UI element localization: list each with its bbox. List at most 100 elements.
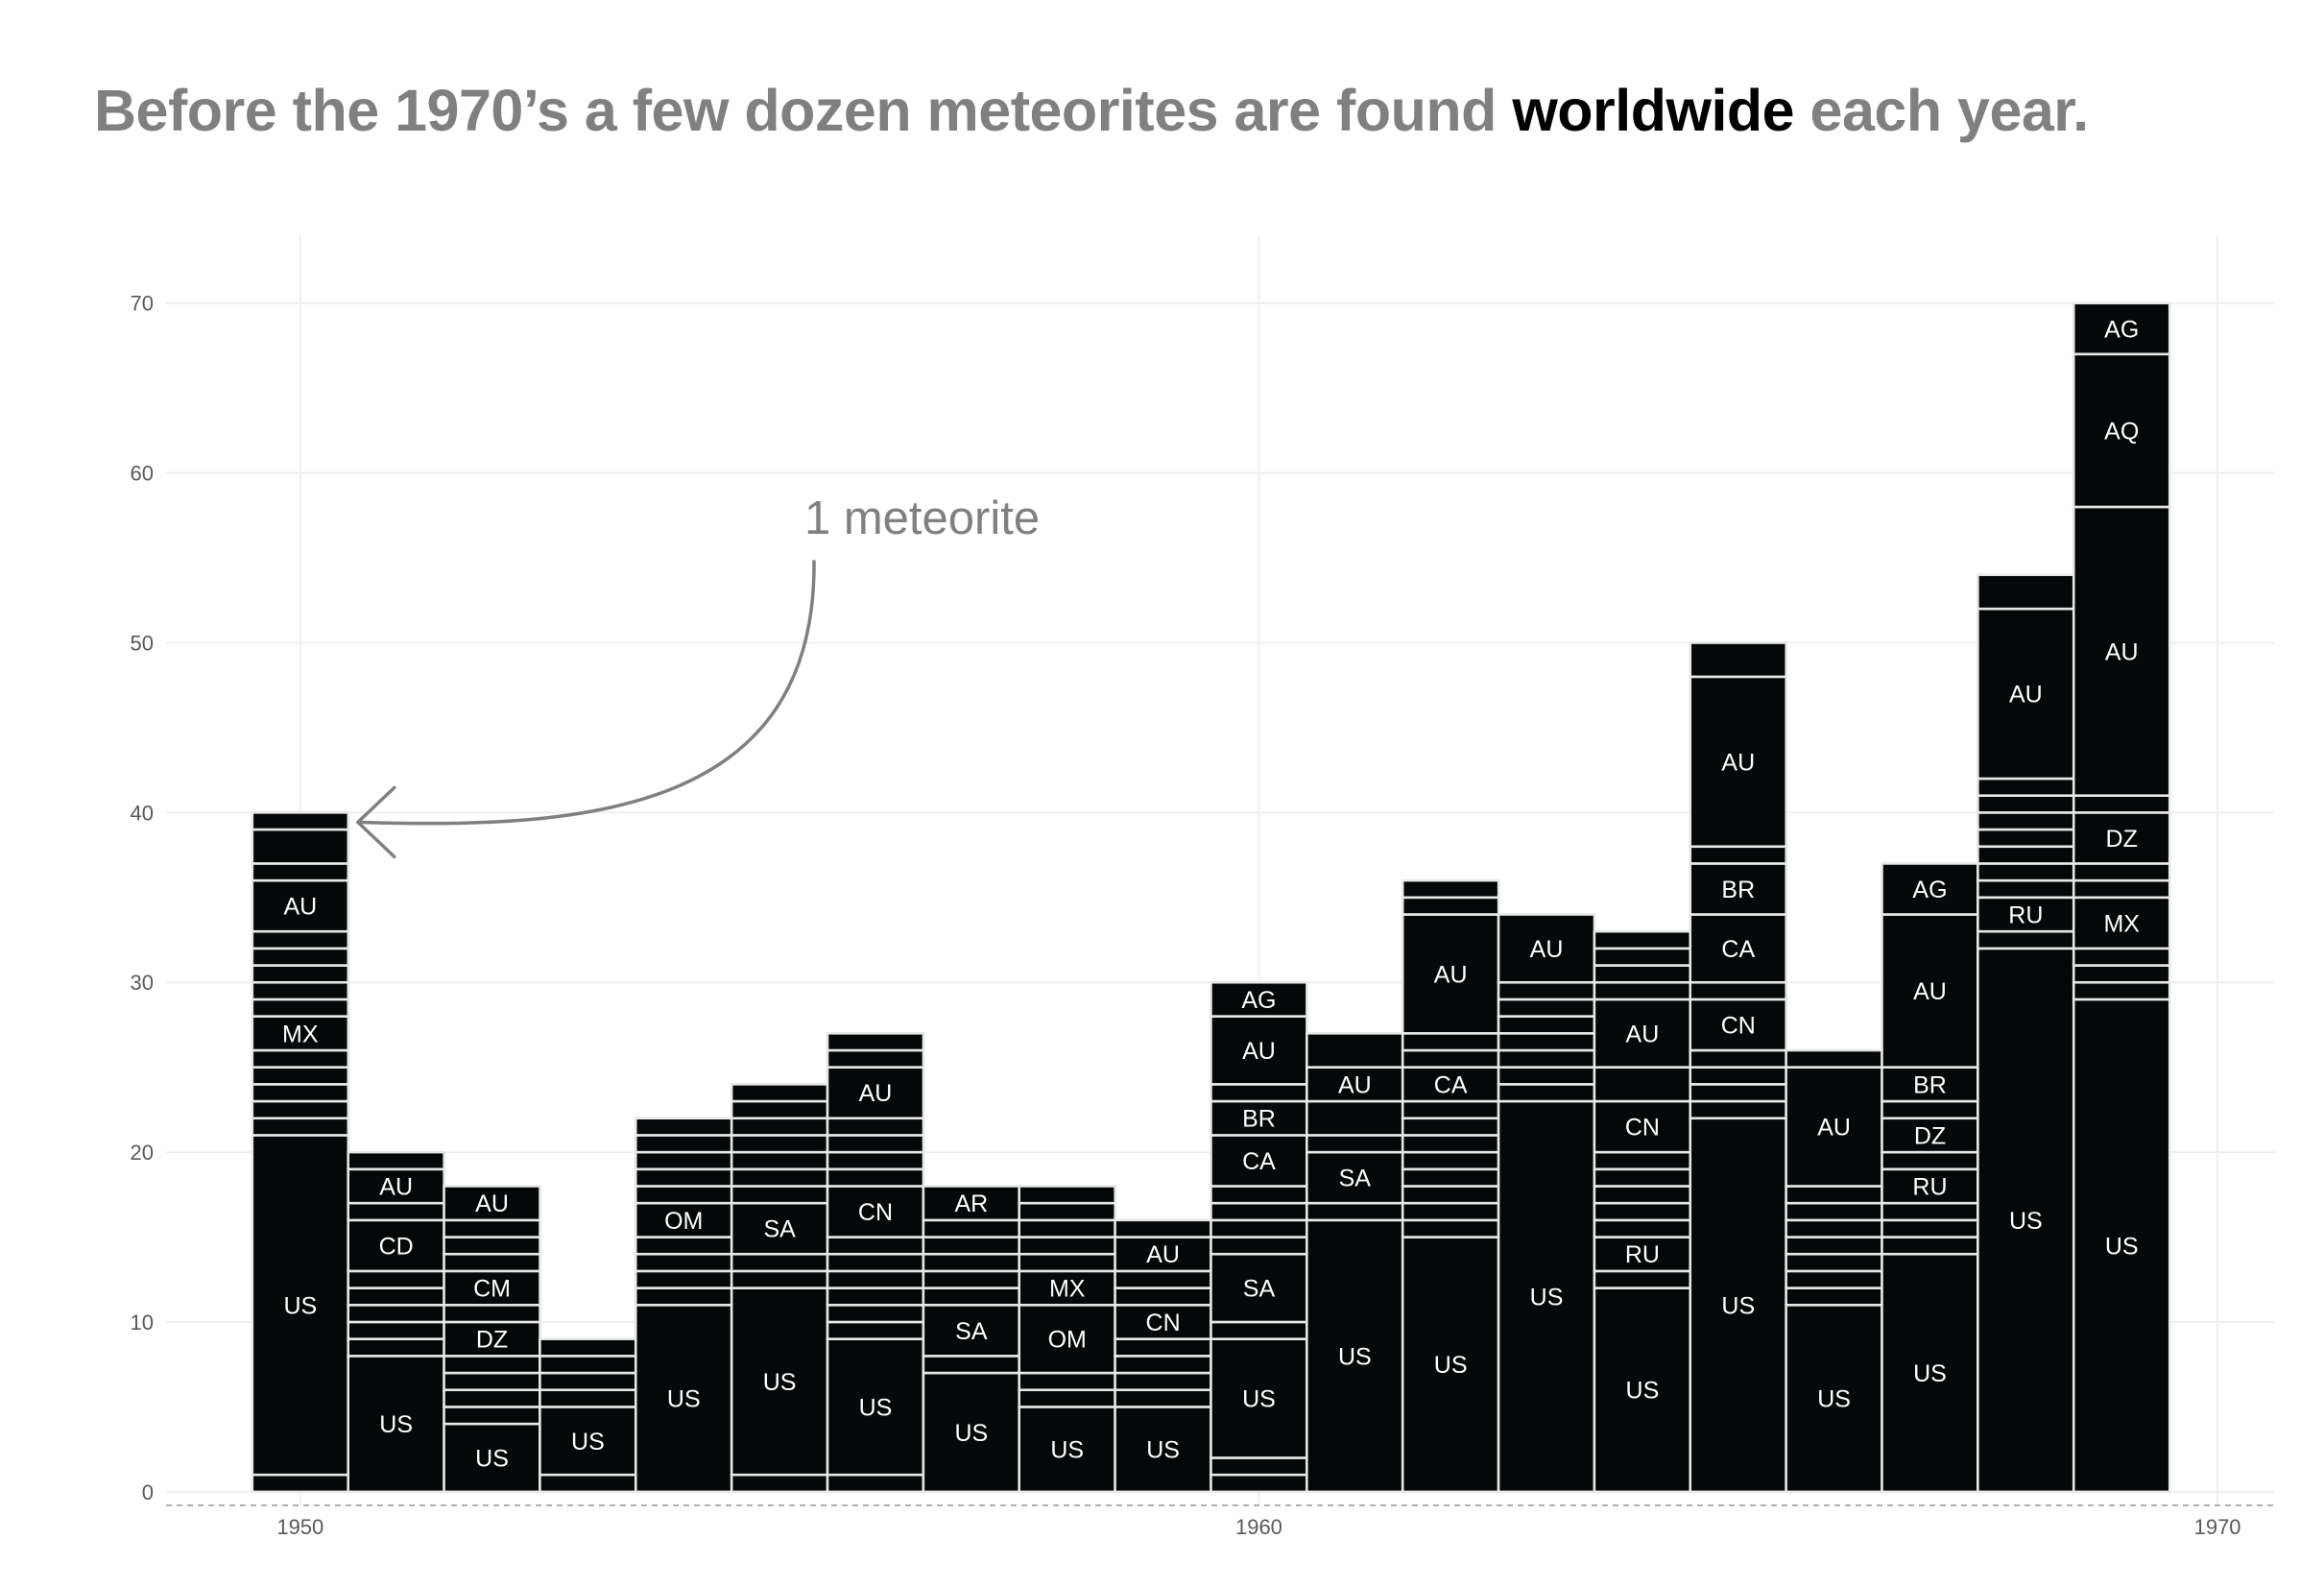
bar-segment	[1977, 947, 2075, 1494]
bar-segment	[1306, 1150, 1404, 1205]
bar-segment	[826, 1150, 925, 1171]
bar-segment	[347, 1269, 445, 1289]
bar-segment	[1306, 1201, 1404, 1222]
bar-segment	[730, 1286, 829, 1477]
segment-label: SA	[763, 1216, 796, 1243]
bar-segment	[826, 1048, 925, 1069]
segment-label: AU	[1434, 961, 1468, 988]
segment-label: US	[667, 1386, 701, 1413]
segment-label: BR	[1721, 877, 1755, 903]
segment-label: AU	[1817, 1115, 1851, 1142]
bar-segment	[1689, 1099, 1788, 1120]
bar-segment	[539, 1473, 637, 1494]
bar-segment	[443, 1236, 541, 1256]
segment-label: DZ	[1914, 1122, 1946, 1149]
bars: US MX AU US CD AU US DZ CM AU US US OM US SA US CN AU US SA…	[251, 301, 2171, 1494]
bar-segment	[539, 1337, 637, 1358]
bar-1950: US MX AU	[251, 811, 350, 1494]
bar-segment	[1977, 845, 2075, 865]
bar-segment	[826, 1167, 925, 1188]
bar-segment	[1210, 1320, 1308, 1340]
bar-segment	[1306, 1134, 1404, 1154]
bar-segment	[1497, 1048, 1596, 1069]
bar-1967: US RU DZ BR AU AG	[1881, 862, 1979, 1494]
annotation-label: 1 meteorite	[804, 493, 1040, 544]
bar-segment	[730, 1099, 829, 1120]
bar-segment	[1401, 896, 1500, 916]
bar-segment	[1114, 1286, 1212, 1307]
chart-title-emphasis: worldwide	[1512, 78, 1795, 143]
bar-segment	[634, 1201, 733, 1238]
bar-segment	[826, 1117, 925, 1137]
bar-segment	[443, 1320, 541, 1358]
bar-segment	[2072, 980, 2171, 1001]
bar-segment	[634, 1185, 733, 1205]
bar-segment	[730, 1167, 829, 1188]
bar-segment	[1401, 1048, 1500, 1069]
segment-label: CN	[1721, 1012, 1756, 1039]
bar-segment	[634, 1252, 733, 1273]
bar-segment	[634, 1286, 733, 1307]
bar-segment	[251, 947, 350, 967]
segment-label: US	[1817, 1386, 1851, 1413]
bar-segment	[1210, 1134, 1308, 1188]
bar-segment	[347, 1286, 445, 1307]
segment-label: RU	[1912, 1173, 1947, 1200]
segment-label: CA	[1721, 936, 1755, 963]
bar-segment	[1114, 1388, 1212, 1408]
bar-segment	[1689, 1066, 1788, 1086]
bar-segment	[251, 1473, 350, 1494]
bar-segment	[443, 1252, 541, 1273]
bar-segment	[1114, 1269, 1212, 1289]
bar-segment	[922, 1269, 1021, 1289]
bar-segment	[1881, 1201, 1979, 1222]
bar-segment	[1210, 1456, 1308, 1477]
bar-segment	[1785, 1066, 1883, 1188]
bar-segment	[251, 1117, 350, 1137]
segment-label: AU	[1626, 1021, 1660, 1047]
bar-segment	[1018, 1218, 1117, 1238]
bar-1960: US SA CA BR AU AG	[1210, 980, 1308, 1494]
segment-label: DZ	[2106, 826, 2138, 853]
segment-label: OM	[664, 1208, 703, 1235]
bar-segment	[347, 1320, 445, 1340]
bar-segment	[1977, 777, 2075, 797]
bar-segment	[1210, 1201, 1308, 1222]
bar-segment	[1210, 1236, 1308, 1256]
bar-segment	[251, 1048, 350, 1069]
segment-label: US	[1338, 1343, 1372, 1370]
x-axis-ticks: 1950 1960 1970	[276, 1515, 2240, 1539]
bar-segment	[922, 1355, 1021, 1375]
chart-title: Before the 1970’s a few dozen meteorites…	[94, 77, 2089, 144]
bar-1952: US DZ CM AU	[443, 1185, 541, 1494]
segment-label: AU	[859, 1080, 893, 1107]
bar-segment	[1977, 573, 2075, 611]
bar-segment	[1497, 1083, 1596, 1103]
x-tick-label: 1960	[1235, 1515, 1282, 1539]
bar-segment	[1210, 1473, 1308, 1494]
bar-segment	[1785, 1185, 1883, 1205]
bar-segment	[1210, 1252, 1308, 1324]
segment-label: US	[2009, 1208, 2043, 1235]
segment-label: US	[571, 1429, 605, 1455]
bar-1957: US SA AR	[922, 1185, 1021, 1494]
segment-label: RU	[1625, 1241, 1660, 1268]
bar-1968: US RU AU	[1977, 573, 2075, 1494]
bar-segment	[251, 998, 350, 1018]
bar-segment	[1593, 947, 1692, 967]
bar-segment	[1306, 1218, 1404, 1494]
bar-segment	[1306, 1099, 1404, 1137]
bar-segment	[730, 1083, 829, 1103]
bar-segment	[1018, 1185, 1117, 1205]
bar-segment	[347, 1337, 445, 1358]
y-axis-ticks: 0 10 20 30 40 50 60 70	[131, 292, 154, 1504]
bar-segment	[1977, 811, 2075, 831]
bar-segment	[1018, 1406, 1117, 1494]
bar-segment	[2072, 964, 2171, 984]
bar-segment	[1689, 913, 1788, 984]
bar-1956: US CN AU	[826, 1031, 925, 1494]
segment-label: MX	[1049, 1276, 1086, 1303]
bar-segment	[1689, 1048, 1788, 1069]
bar-segment	[1689, 998, 1788, 1052]
